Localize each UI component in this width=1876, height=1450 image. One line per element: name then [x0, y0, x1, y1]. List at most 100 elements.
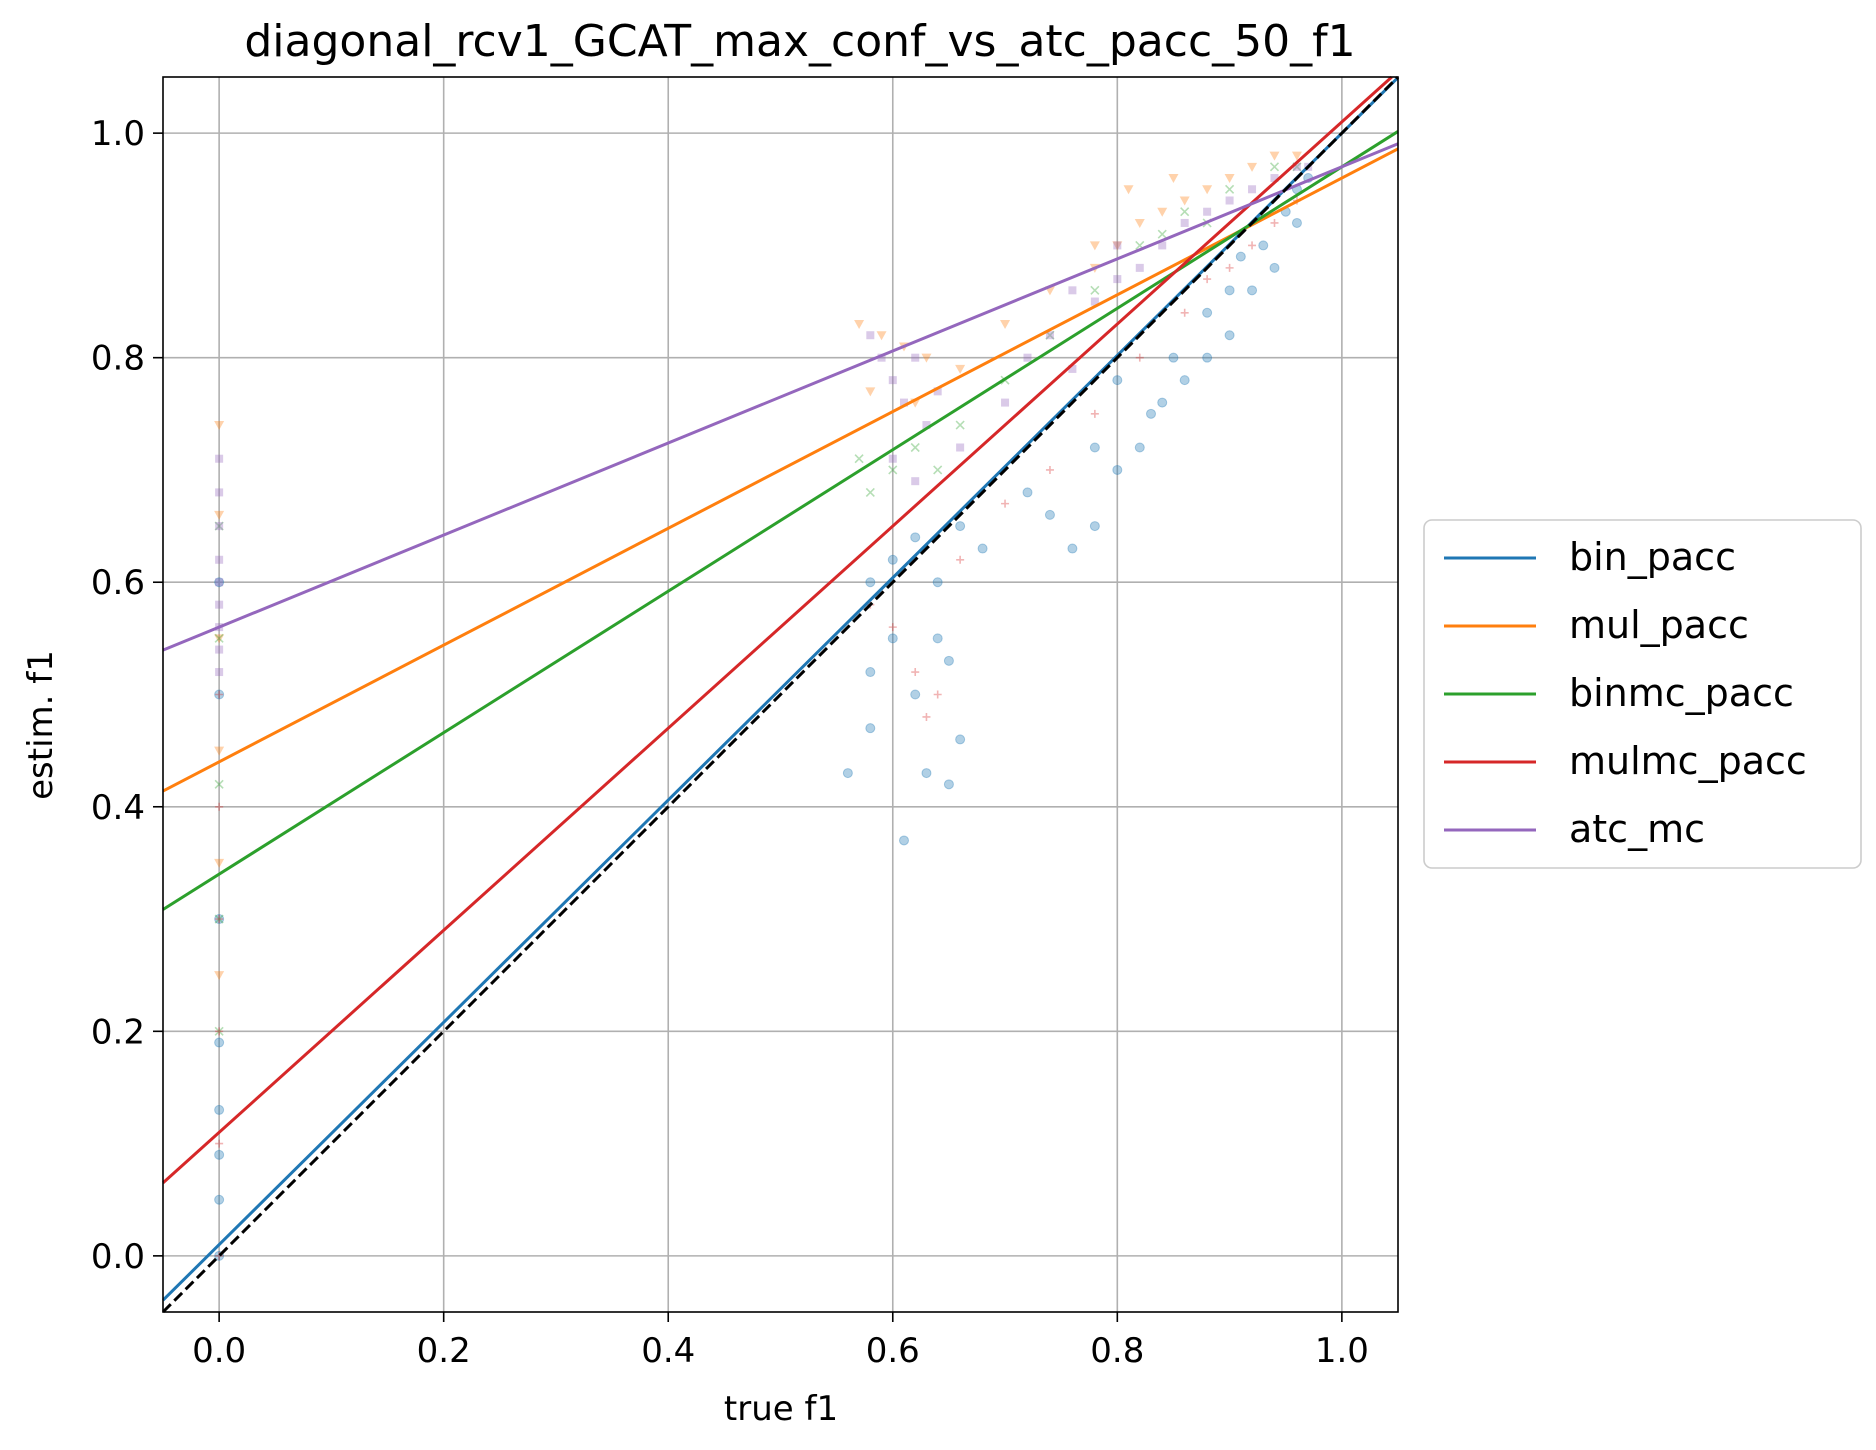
atc_mc-points	[215, 162, 1313, 677]
mul_pacc-point	[1134, 218, 1145, 228]
bin_pacc-point	[1022, 487, 1033, 498]
binmc_pacc-point	[214, 1026, 224, 1036]
bin_pacc-point	[1134, 442, 1145, 453]
legend-item-bin_pacc: bin_pacc	[1444, 535, 1736, 579]
mul_pacc-point	[1224, 174, 1235, 184]
mul_pacc-point	[955, 364, 966, 374]
x-tick-label: 0.6	[866, 1331, 920, 1371]
atc_mc-point	[877, 353, 886, 362]
mulmc_pacc-point	[215, 690, 224, 699]
atc_mc-point	[922, 421, 931, 430]
binmc_pacc-point	[214, 521, 224, 531]
bin_pacc-point	[214, 1037, 225, 1048]
atc_mc-point	[1068, 286, 1077, 295]
mulmc_pacc-fit-line	[161, 75, 1393, 1185]
mulmc_pacc-point	[1225, 263, 1234, 272]
bin_pacc-point	[1089, 442, 1100, 453]
bin_pacc-point	[1157, 397, 1168, 408]
mulmc_pacc-point	[922, 712, 931, 721]
mulmc_pacc-point	[215, 1251, 224, 1260]
bin_pacc-point	[1146, 408, 1156, 419]
atc_mc-point	[215, 488, 224, 497]
atc_mc-point	[1270, 174, 1279, 183]
binmc_pacc-point	[1269, 162, 1280, 172]
bin_pacc-point	[1168, 352, 1179, 363]
bin_pacc-point	[932, 577, 943, 588]
x-tick-label: 0.4	[641, 1331, 695, 1371]
atc_mc-point	[1090, 297, 1099, 306]
binmc_pacc-point	[955, 420, 965, 430]
bin_pacc-point	[865, 723, 876, 734]
bin_pacc-point	[899, 835, 909, 846]
binmc_pacc-point	[1180, 207, 1190, 217]
bin_pacc-point	[214, 1194, 225, 1205]
binmc_pacc-point	[854, 454, 864, 464]
binmc_pacc-point	[910, 442, 920, 453]
bin_pacc-point	[977, 543, 988, 554]
bin_pacc-point	[943, 655, 954, 666]
binmc_pacc-point	[933, 465, 943, 475]
legend-item-mul_pacc: mul_pacc	[1444, 603, 1749, 647]
x-tick-label: 0.2	[417, 1331, 471, 1371]
bin_pacc-point	[214, 689, 225, 700]
mulmc_pacc-point	[956, 555, 965, 564]
atc_mc-point	[215, 555, 224, 564]
bin_pacc-point	[1224, 330, 1235, 341]
fit-lines	[161, 75, 1400, 1314]
mulmc_pacc-point	[1045, 465, 1054, 474]
legend-label: bin_pacc	[1569, 535, 1736, 579]
bin_pacc-point	[1269, 262, 1280, 273]
mul_pacc-point	[214, 746, 225, 756]
chart-title: diagonal_rcv1_GCAT_max_conf_vs_atc_pacc_…	[244, 16, 1355, 67]
x-axis-label: true f1	[724, 1389, 838, 1429]
atc_mc-point	[1113, 241, 1122, 250]
atc_mc-point	[1203, 207, 1212, 216]
legend: bin_pacc mul_pacc binmc_pacc mulmc_pacc atc_…	[1423, 519, 1862, 869]
mulmc_pacc-point	[215, 1139, 224, 1148]
mul_pacc-point	[1291, 151, 1302, 161]
binmc_pacc-point	[214, 779, 224, 789]
x-tick-label: 1.0	[1315, 1331, 1369, 1371]
legend-box	[1423, 519, 1862, 869]
bin_pacc-point	[1258, 240, 1269, 251]
bin_pacc-point	[214, 1104, 225, 1115]
bin_pacc-point	[955, 521, 966, 532]
bin_pacc-point	[214, 914, 225, 925]
atc_mc-point	[215, 645, 224, 654]
bin_pacc-point	[910, 689, 921, 700]
mul_pacc-point	[214, 421, 225, 431]
bin_pacc-point	[1224, 285, 1235, 296]
atc_mc-point	[911, 477, 920, 486]
atc_mc-point	[1023, 353, 1032, 362]
atc_mc-point	[1045, 331, 1054, 340]
legend-label: binmc_pacc	[1569, 671, 1794, 715]
bin_pacc-point	[214, 577, 225, 588]
atc_mc-point	[1158, 241, 1167, 250]
atc_mc-point	[1113, 275, 1122, 284]
mul_pacc-point	[1179, 196, 1190, 206]
bin_pacc-point	[865, 667, 876, 678]
atc_mc-point	[215, 600, 224, 609]
mul_pacc-point	[1168, 174, 1179, 184]
legend-item-mulmc_pacc: mulmc_pacc	[1444, 739, 1807, 783]
mul_pacc-point	[854, 320, 865, 329]
bin_pacc-point	[1202, 307, 1213, 318]
mul_pacc-point	[865, 387, 876, 397]
legend-item-binmc_pacc: binmc_pacc	[1444, 671, 1794, 715]
bin_pacc-point	[1291, 217, 1302, 228]
binmc_pacc-fit-line	[162, 130, 1399, 911]
bin_pacc-point	[921, 768, 932, 779]
binmc_pacc-points	[214, 162, 1302, 1036]
mulmc_pacc-point	[1203, 275, 1212, 284]
atc_mc-point	[1225, 196, 1234, 205]
bin_pacc-point	[1112, 375, 1123, 386]
atc_mc-point	[956, 443, 965, 452]
bin_pacc-point	[1067, 543, 1078, 554]
binmc_pacc-point	[214, 914, 224, 924]
bin_pacc-point	[910, 532, 921, 543]
bin_pacc-point	[943, 779, 954, 790]
x-axis-ticks: 0.0 0.2 0.4 0.6 0.8 1.0	[192, 1312, 1369, 1371]
mul_pacc-point	[214, 634, 225, 644]
